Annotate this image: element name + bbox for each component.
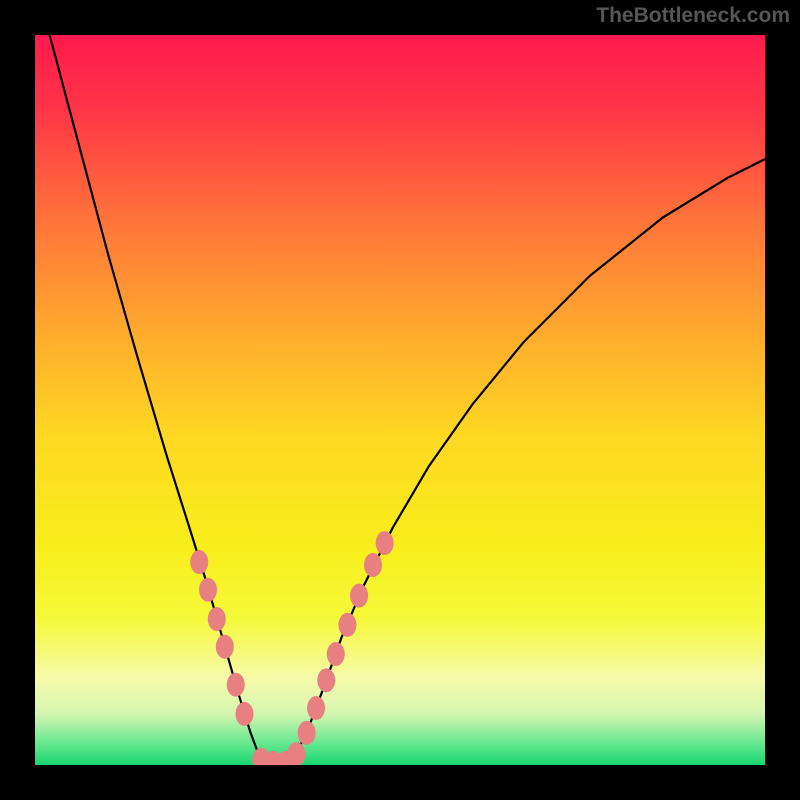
data-marker (298, 721, 316, 745)
data-marker (364, 553, 382, 577)
watermark-text: TheBottleneck.com (596, 4, 790, 28)
data-marker (199, 578, 217, 602)
data-marker (236, 702, 254, 726)
gradient-background (35, 35, 765, 765)
data-marker (338, 613, 356, 637)
data-marker (307, 696, 325, 720)
chart-canvas: TheBottleneck.com (0, 0, 800, 800)
data-marker (208, 607, 226, 631)
data-marker (287, 742, 305, 765)
data-marker (227, 673, 245, 697)
data-marker (376, 531, 394, 555)
data-marker (216, 635, 234, 659)
plot-area (35, 35, 765, 765)
data-marker (190, 550, 208, 574)
data-marker (350, 584, 368, 608)
data-marker (327, 642, 345, 666)
data-marker (317, 668, 335, 692)
chart-svg (35, 35, 765, 765)
